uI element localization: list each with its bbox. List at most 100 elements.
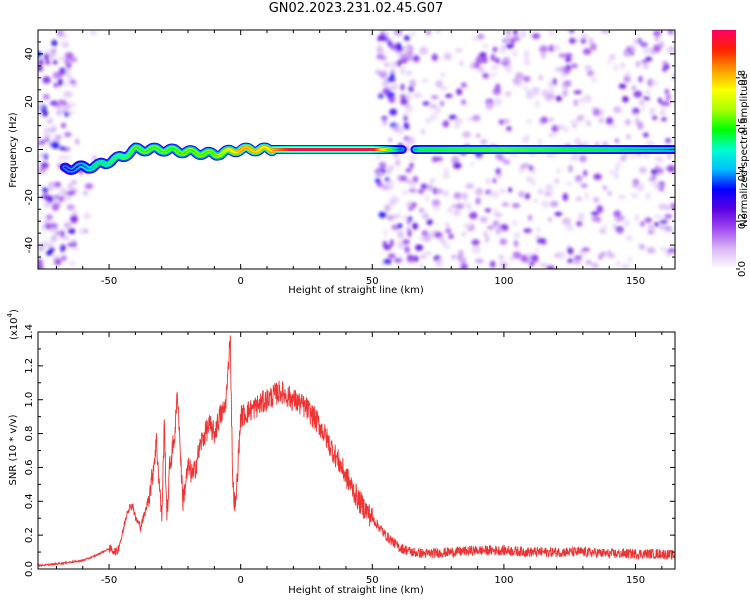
noise-speckle <box>64 112 70 117</box>
noise-speckle <box>625 118 631 126</box>
noise-speckle <box>605 117 614 125</box>
ridge-segment <box>99 161 103 164</box>
noise-speckle <box>494 212 503 218</box>
noise-speckle <box>648 229 654 235</box>
spectrogram-y-axis-label: Frequency (Hz) <box>8 112 19 188</box>
x-tick-label: 0 <box>237 575 243 586</box>
noise-speckle <box>593 173 602 181</box>
noise-speckle <box>515 72 524 80</box>
noise-speckle <box>632 107 640 115</box>
noise-speckle <box>401 57 406 64</box>
ridge-segment <box>101 162 105 165</box>
noise-speckle <box>445 93 453 98</box>
noise-speckle <box>538 74 544 81</box>
noise-speckle <box>426 184 434 192</box>
noise-speckle <box>377 49 386 55</box>
noise-speckle <box>499 188 507 193</box>
noise-speckle <box>563 126 569 133</box>
noise-speckle <box>652 115 658 120</box>
noise-speckle <box>544 96 554 102</box>
noise-speckle <box>384 204 391 212</box>
noise-speckle <box>477 33 485 40</box>
noise-speckle <box>654 214 662 219</box>
noise-speckle <box>660 106 666 114</box>
noise-speckle <box>418 235 426 242</box>
noise-speckle <box>376 53 384 60</box>
noise-speckle <box>43 53 50 61</box>
noise-speckle <box>492 87 501 96</box>
noise-speckle <box>547 132 557 138</box>
noise-speckle <box>455 123 460 130</box>
noise-speckle <box>43 132 52 139</box>
noise-speckle <box>441 173 451 179</box>
y-tick-label: 20 <box>24 95 35 108</box>
noise-speckle <box>614 173 619 179</box>
noise-speckle <box>431 53 438 62</box>
noise-speckle <box>484 208 492 213</box>
noise-speckle <box>546 265 555 269</box>
noise-speckle <box>536 237 545 244</box>
noise-speckle <box>522 85 529 91</box>
noise-speckle <box>573 90 582 95</box>
noise-speckle <box>660 246 668 252</box>
noise-speckle <box>538 262 548 268</box>
noise-speckle <box>627 256 633 263</box>
noise-speckle <box>409 162 414 169</box>
noise-speckle <box>401 46 411 52</box>
noise-speckle <box>71 215 78 221</box>
noise-speckle <box>570 155 579 161</box>
noise-speckle <box>389 72 395 80</box>
noise-speckle <box>573 99 579 107</box>
noise-speckle <box>67 102 77 108</box>
noise-speckle <box>425 194 430 202</box>
x-tick-label: -50 <box>101 276 117 287</box>
noise-speckle <box>662 100 671 107</box>
noise-speckle <box>630 192 639 198</box>
snr-y-axis-label: SNR (10 * v/v) <box>8 414 19 485</box>
ridge-segment <box>118 155 122 158</box>
noise-speckle <box>382 119 388 126</box>
noise-speckle <box>482 55 488 64</box>
noise-speckle <box>637 184 644 192</box>
noise-speckle <box>497 229 504 235</box>
noise-speckle <box>409 79 417 88</box>
ridge-segment <box>120 155 124 158</box>
noise-speckle <box>506 30 511 36</box>
noise-speckle <box>618 215 626 220</box>
noise-speckle <box>596 205 604 214</box>
noise-speckle <box>612 224 618 229</box>
y-tick-label: 0.6 <box>24 459 35 475</box>
noise-speckle <box>553 178 560 184</box>
noise-speckle <box>471 245 481 254</box>
noise-speckle <box>392 125 399 132</box>
noise-speckle <box>395 158 400 167</box>
noise-speckle <box>434 107 442 114</box>
noise-speckle <box>505 43 514 49</box>
noise-speckle <box>531 178 536 187</box>
noise-speckle <box>384 31 389 37</box>
noise-speckle <box>389 43 397 50</box>
noise-speckle <box>426 219 433 226</box>
noise-speckle <box>383 258 392 265</box>
noise-speckle <box>462 192 468 201</box>
noise-speckle <box>548 44 555 53</box>
noise-speckle <box>490 53 496 62</box>
noise-speckle <box>397 59 402 67</box>
noise-speckle <box>659 219 668 224</box>
noise-speckle <box>38 104 44 109</box>
noise-speckle <box>389 108 398 116</box>
noise-speckle <box>382 240 387 248</box>
noise-speckle <box>507 187 513 193</box>
noise-speckle <box>643 62 649 70</box>
noise-speckle <box>431 199 441 207</box>
noise-speckle <box>552 78 557 86</box>
noise-speckle <box>486 225 495 230</box>
noise-speckle <box>550 200 559 208</box>
noise-speckle <box>546 152 552 159</box>
noise-speckle <box>649 107 656 114</box>
noise-speckle <box>544 192 553 197</box>
noise-speckle <box>436 156 444 162</box>
noise-speckle <box>405 70 413 76</box>
noise-speckle <box>489 72 497 78</box>
noise-speckle <box>647 78 654 87</box>
